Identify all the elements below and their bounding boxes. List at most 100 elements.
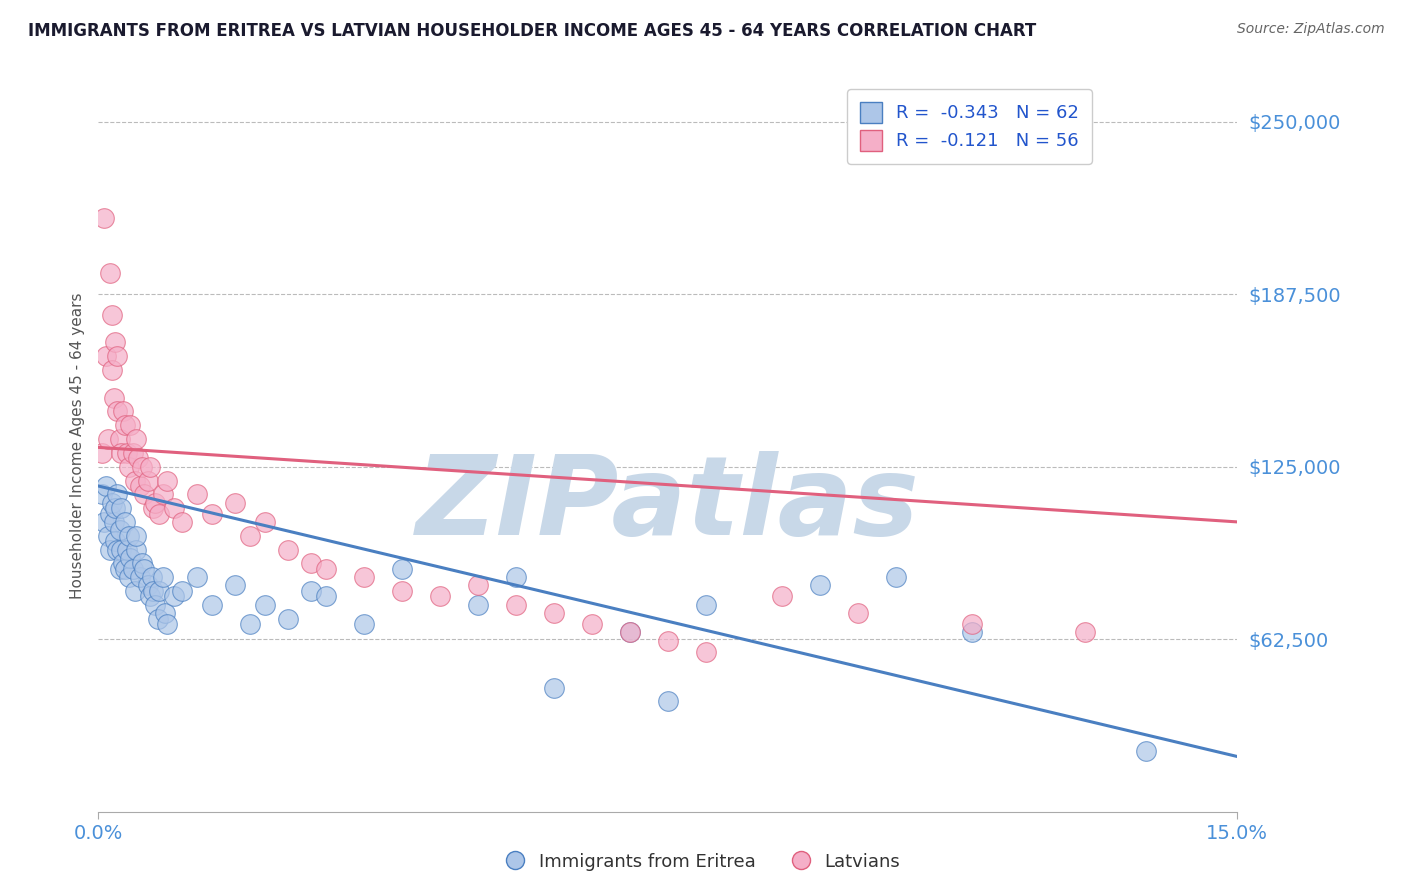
Point [125, 432, 148, 446]
Point [104, 335, 127, 350]
Point [770, 590, 793, 604]
Point [108, 432, 131, 446]
Point [299, 557, 322, 571]
Point [132, 487, 155, 501]
Point [148, 507, 170, 521]
Point [103, 391, 125, 405]
Point [505, 570, 527, 584]
Point [156, 474, 179, 488]
Point [170, 515, 193, 529]
Point [120, 418, 142, 433]
Point [129, 479, 152, 493]
Point [239, 617, 262, 632]
Point [117, 446, 139, 460]
Point [960, 625, 983, 640]
Point [960, 617, 983, 632]
Point [467, 578, 489, 592]
Point [846, 606, 869, 620]
Point [1135, 744, 1157, 758]
Point [91, 446, 114, 460]
Point [619, 625, 641, 640]
Point [254, 515, 277, 529]
Point [110, 542, 132, 557]
Point [152, 570, 174, 584]
Point [201, 507, 224, 521]
Point [107, 542, 129, 557]
Point [254, 598, 277, 612]
Point [186, 487, 208, 501]
Point [884, 570, 907, 584]
Point [104, 501, 127, 516]
Point [127, 451, 149, 466]
Point [136, 474, 159, 488]
Point [118, 529, 141, 543]
Point [114, 418, 136, 433]
Point [695, 645, 717, 659]
Point [101, 495, 124, 509]
Point [391, 583, 413, 598]
Point [98, 267, 121, 281]
Point [353, 570, 375, 584]
Point [93, 515, 115, 529]
Text: Source: ZipAtlas.com: Source: ZipAtlas.com [1237, 22, 1385, 37]
Point [581, 617, 603, 632]
Legend: Immigrants from Eritrea, Latvians: Immigrants from Eritrea, Latvians [499, 846, 907, 879]
Text: ZIPatlas: ZIPatlas [416, 451, 920, 558]
Point [139, 459, 162, 474]
Point [657, 633, 679, 648]
Y-axis label: Householder Income Ages 45 - 64 years: Householder Income Ages 45 - 64 years [69, 293, 84, 599]
Point [315, 590, 337, 604]
Point [224, 495, 246, 509]
Point [131, 557, 153, 571]
Point [170, 583, 193, 598]
Point [111, 557, 134, 571]
Point [114, 562, 136, 576]
Point [94, 479, 117, 493]
Point [543, 681, 565, 695]
Point [131, 459, 153, 474]
Point [353, 617, 375, 632]
Point [110, 501, 132, 516]
Legend: R =  -0.343   N = 62, R =  -0.121   N = 56: R = -0.343 N = 62, R = -0.121 N = 56 [848, 89, 1091, 163]
Point [136, 578, 159, 592]
Point [145, 598, 167, 612]
Point [145, 495, 167, 509]
Point [110, 446, 132, 460]
Point [391, 562, 413, 576]
Point [107, 349, 129, 363]
Point [657, 694, 679, 708]
Point [124, 474, 146, 488]
Point [91, 487, 114, 501]
Point [125, 542, 148, 557]
Point [93, 211, 115, 226]
Point [124, 583, 146, 598]
Point [505, 598, 527, 612]
Point [107, 404, 129, 418]
Point [129, 570, 152, 584]
Point [104, 534, 127, 549]
Point [148, 583, 170, 598]
Point [121, 562, 143, 576]
Point [120, 550, 142, 565]
Point [139, 590, 162, 604]
Point [186, 570, 208, 584]
Text: IMMIGRANTS FROM ERITREA VS LATVIAN HOUSEHOLDER INCOME AGES 45 - 64 YEARS CORRELA: IMMIGRANTS FROM ERITREA VS LATVIAN HOUSE… [28, 22, 1036, 40]
Point [98, 542, 121, 557]
Point [111, 404, 134, 418]
Point [117, 542, 139, 557]
Point [101, 363, 124, 377]
Point [96, 432, 118, 446]
Point [156, 617, 179, 632]
Point [107, 487, 129, 501]
Point [96, 529, 118, 543]
Point [142, 501, 165, 516]
Point [155, 606, 177, 620]
Point [146, 611, 169, 625]
Point [108, 523, 131, 537]
Point [239, 529, 262, 543]
Point [163, 501, 186, 516]
Point [103, 515, 125, 529]
Point [94, 349, 117, 363]
Point [695, 598, 717, 612]
Point [114, 515, 136, 529]
